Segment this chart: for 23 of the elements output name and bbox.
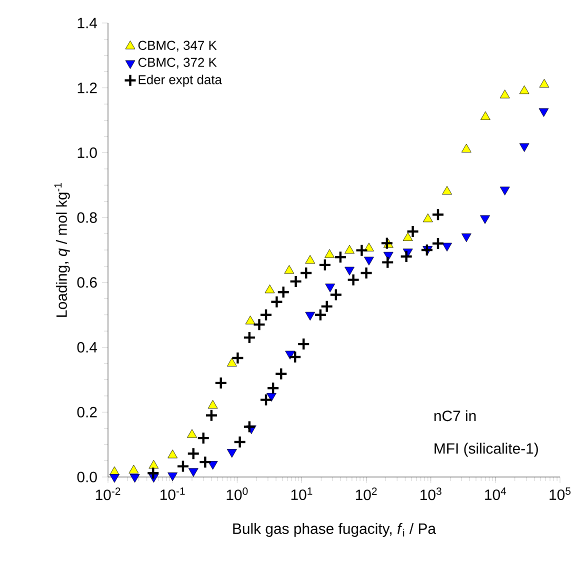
y-tick-label: 0.6 xyxy=(77,277,97,288)
x-tick-label: 10$^{-2}$ xyxy=(96,488,120,500)
x-tick-label: 10$^{4}$ xyxy=(485,488,506,500)
legend-label: CBMC, 347 K xyxy=(138,40,217,52)
y-tick-label: 1.4 xyxy=(78,18,98,28)
y-tick-label: 0.4 xyxy=(77,342,98,353)
legend-label: Eder expt data xyxy=(138,74,222,87)
y-axis-title: Loading, q / mol kg$^{-1}$ xyxy=(54,182,70,317)
x-tick-label: 10$^{5}$ xyxy=(550,488,571,500)
y-tick-label: 0.2 xyxy=(77,406,97,418)
y-tick-label: 1.2 xyxy=(78,82,97,94)
x-axis-title: Bulk gas phase fugacity, f$_{i}$ / Pa xyxy=(233,523,436,537)
legend-label: CBMC, 372 K xyxy=(138,58,217,68)
x-tick-label: 10$^{3}$ xyxy=(420,488,442,500)
x-tick-label: 10$^{-1}$ xyxy=(160,488,185,500)
y-tick-label: 0.0 xyxy=(77,472,97,482)
x-tick-label: 10$^{2}$ xyxy=(356,488,377,500)
x-tick-label: 10$^{0}$ xyxy=(226,488,248,500)
annotation: MFI (silicalite-1) xyxy=(434,442,538,457)
y-tick-label: 0.8 xyxy=(77,212,97,223)
x-tick-label: 10$^{1}$ xyxy=(291,488,312,500)
y-tick-label: 1.0 xyxy=(78,147,97,158)
annotation: nC7 in xyxy=(434,410,476,422)
